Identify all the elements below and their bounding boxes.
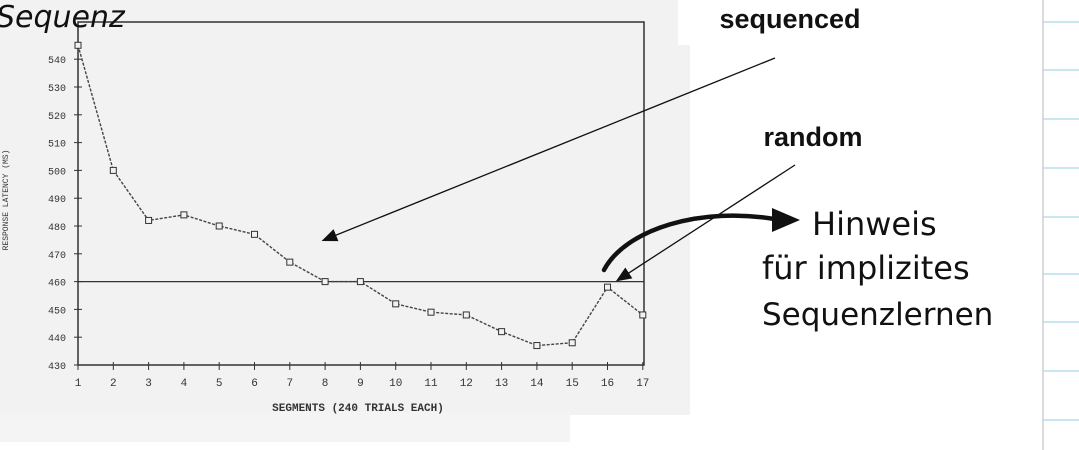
hand-curved-arrow: [601, 213, 783, 273]
y-tick-label: 490: [48, 195, 66, 206]
data-point: [462, 311, 470, 319]
note-line-3: Sequenzlernen: [762, 297, 993, 333]
y-tick-label: 530: [48, 84, 66, 95]
data-point: [286, 258, 294, 266]
data-point: [321, 278, 329, 286]
x-tick-label: 8: [322, 378, 329, 390]
y-tick-label: 450: [48, 306, 66, 317]
random-arrow: [615, 164, 796, 282]
x-tick-label: 12: [460, 378, 473, 390]
x-tick-label: 9: [357, 378, 364, 390]
data-points: [74, 41, 647, 350]
data-point: [604, 283, 611, 291]
data-point: [639, 311, 647, 319]
y-tick-label: 460: [48, 279, 66, 290]
x-axis-label: SEGMENTS (240 TRIALS EACH): [272, 403, 444, 415]
sequenced-label-box: [678, 0, 893, 45]
data-point: [356, 278, 364, 286]
notebook-lines: [1042, 0, 1079, 450]
data-point: [109, 166, 117, 174]
data-point: [251, 230, 258, 238]
x-tick-label: 1: [75, 378, 82, 390]
x-axis-ticks: 1 2 3 4 5 6 7 8 9 10 11 12 13 14 15 16 17: [75, 362, 649, 390]
y-tick-label: 520: [48, 112, 66, 123]
y-axis-label: RESPONSE LATENCY (MS): [2, 150, 11, 251]
data-point: [427, 308, 435, 316]
sequenced-label: sequenced: [719, 4, 860, 34]
y-tick-label: 430: [48, 362, 66, 373]
data-point: [392, 300, 400, 308]
data-point: [180, 211, 188, 219]
x-tick-label: 6: [251, 378, 258, 390]
plot-frame: [77, 21, 645, 366]
scan-background: [0, 0, 700, 415]
handwritten-title: Sequenz: [0, 0, 126, 35]
x-tick-label: 17: [636, 378, 649, 390]
y-tick-label: 440: [48, 334, 66, 345]
x-tick-label: 4: [181, 378, 188, 390]
x-tick-label: 10: [389, 378, 402, 390]
data-point: [215, 222, 223, 230]
x-tick-label: 5: [216, 378, 223, 390]
y-tick-label: 500: [48, 167, 66, 178]
y-tick-label: 470: [48, 251, 66, 262]
x-tick-label: 14: [530, 378, 544, 390]
data-point: [533, 342, 541, 350]
x-tick-label: 7: [286, 378, 293, 390]
data-point: [74, 41, 82, 49]
random-label: random: [763, 122, 862, 152]
x-tick-label: 2: [110, 378, 117, 390]
note-line-1: Hinweis: [812, 205, 937, 243]
sequenced-arrow: [321, 57, 776, 242]
x-tick-label: 11: [424, 378, 438, 390]
y-tick-label: 510: [48, 140, 66, 151]
y-tick-label: 540: [48, 56, 66, 67]
x-tick-label: 15: [566, 378, 579, 390]
hand-arrowhead: [772, 208, 800, 232]
x-tick-label: 13: [495, 378, 508, 390]
scan-background-strip: [0, 412, 570, 442]
data-point: [568, 339, 576, 347]
data-point: [498, 328, 506, 336]
data-point: [145, 216, 153, 224]
y-tick-label: 480: [48, 223, 66, 234]
y-axis-ticks: 430 440 450 460 470 480 490 500 510 520 530 540: [48, 56, 82, 373]
x-tick-label: 16: [601, 378, 614, 390]
x-tick-label: 3: [145, 378, 152, 390]
note-line-2: für implizites: [762, 249, 970, 287]
